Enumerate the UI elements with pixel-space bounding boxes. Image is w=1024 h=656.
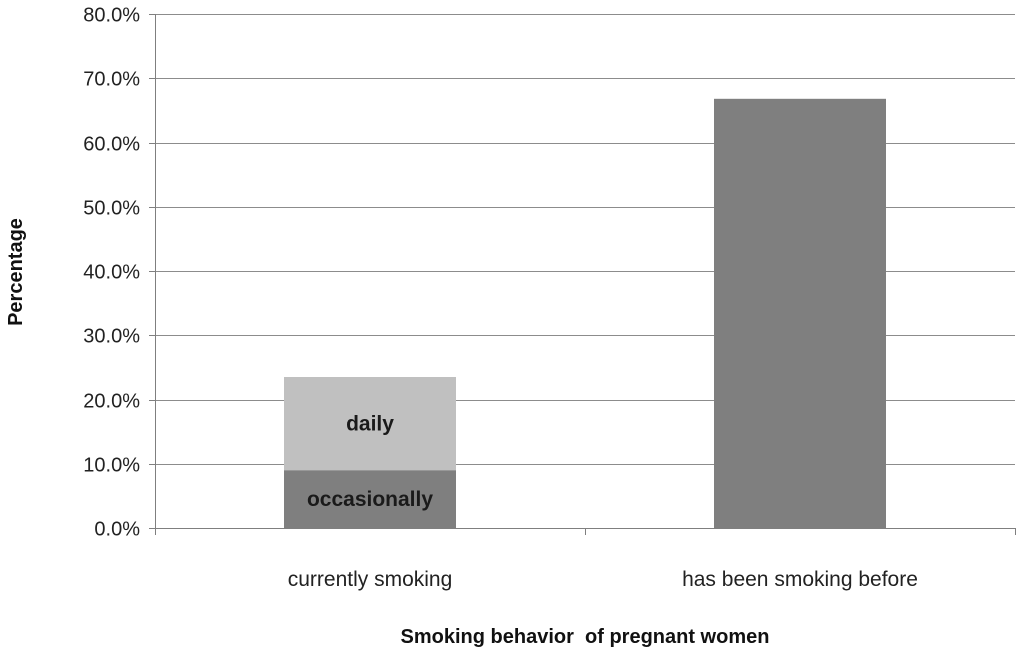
axes xyxy=(149,14,1016,535)
bar-segment-label: daily xyxy=(346,413,394,436)
x-category-labels: currently smoking has been smoking before xyxy=(288,568,918,591)
bar-segment xyxy=(714,98,886,528)
y-tick-labels: 0.0% 10.0% 20.0% 30.0% 40.0% 50.0% 60.0% 70.0% 8… xyxy=(83,5,140,541)
bar-segment xyxy=(284,377,456,471)
bar-segment xyxy=(284,470,456,528)
y-tick-label: 40.0% xyxy=(83,262,140,284)
bars: occasionally daily xyxy=(284,98,886,528)
y-axis-title: Percentage xyxy=(5,218,27,326)
x-category-label: has been smoking before xyxy=(682,568,918,591)
y-tick-label: 0.0% xyxy=(94,519,140,541)
x-category-label: currently smoking xyxy=(288,568,453,591)
y-tick-label: 30.0% xyxy=(83,326,140,348)
x-axis-title: Smoking behavior of pregnant women xyxy=(401,626,770,648)
y-tick-label: 80.0% xyxy=(83,5,140,27)
y-tick-label: 20.0% xyxy=(83,391,140,413)
y-tick-label: 60.0% xyxy=(83,134,140,156)
y-tick-label: 10.0% xyxy=(83,455,140,477)
bar-segment-label: occasionally xyxy=(307,488,433,511)
y-tick-label: 50.0% xyxy=(83,198,140,220)
y-tick-label: 70.0% xyxy=(83,69,140,91)
